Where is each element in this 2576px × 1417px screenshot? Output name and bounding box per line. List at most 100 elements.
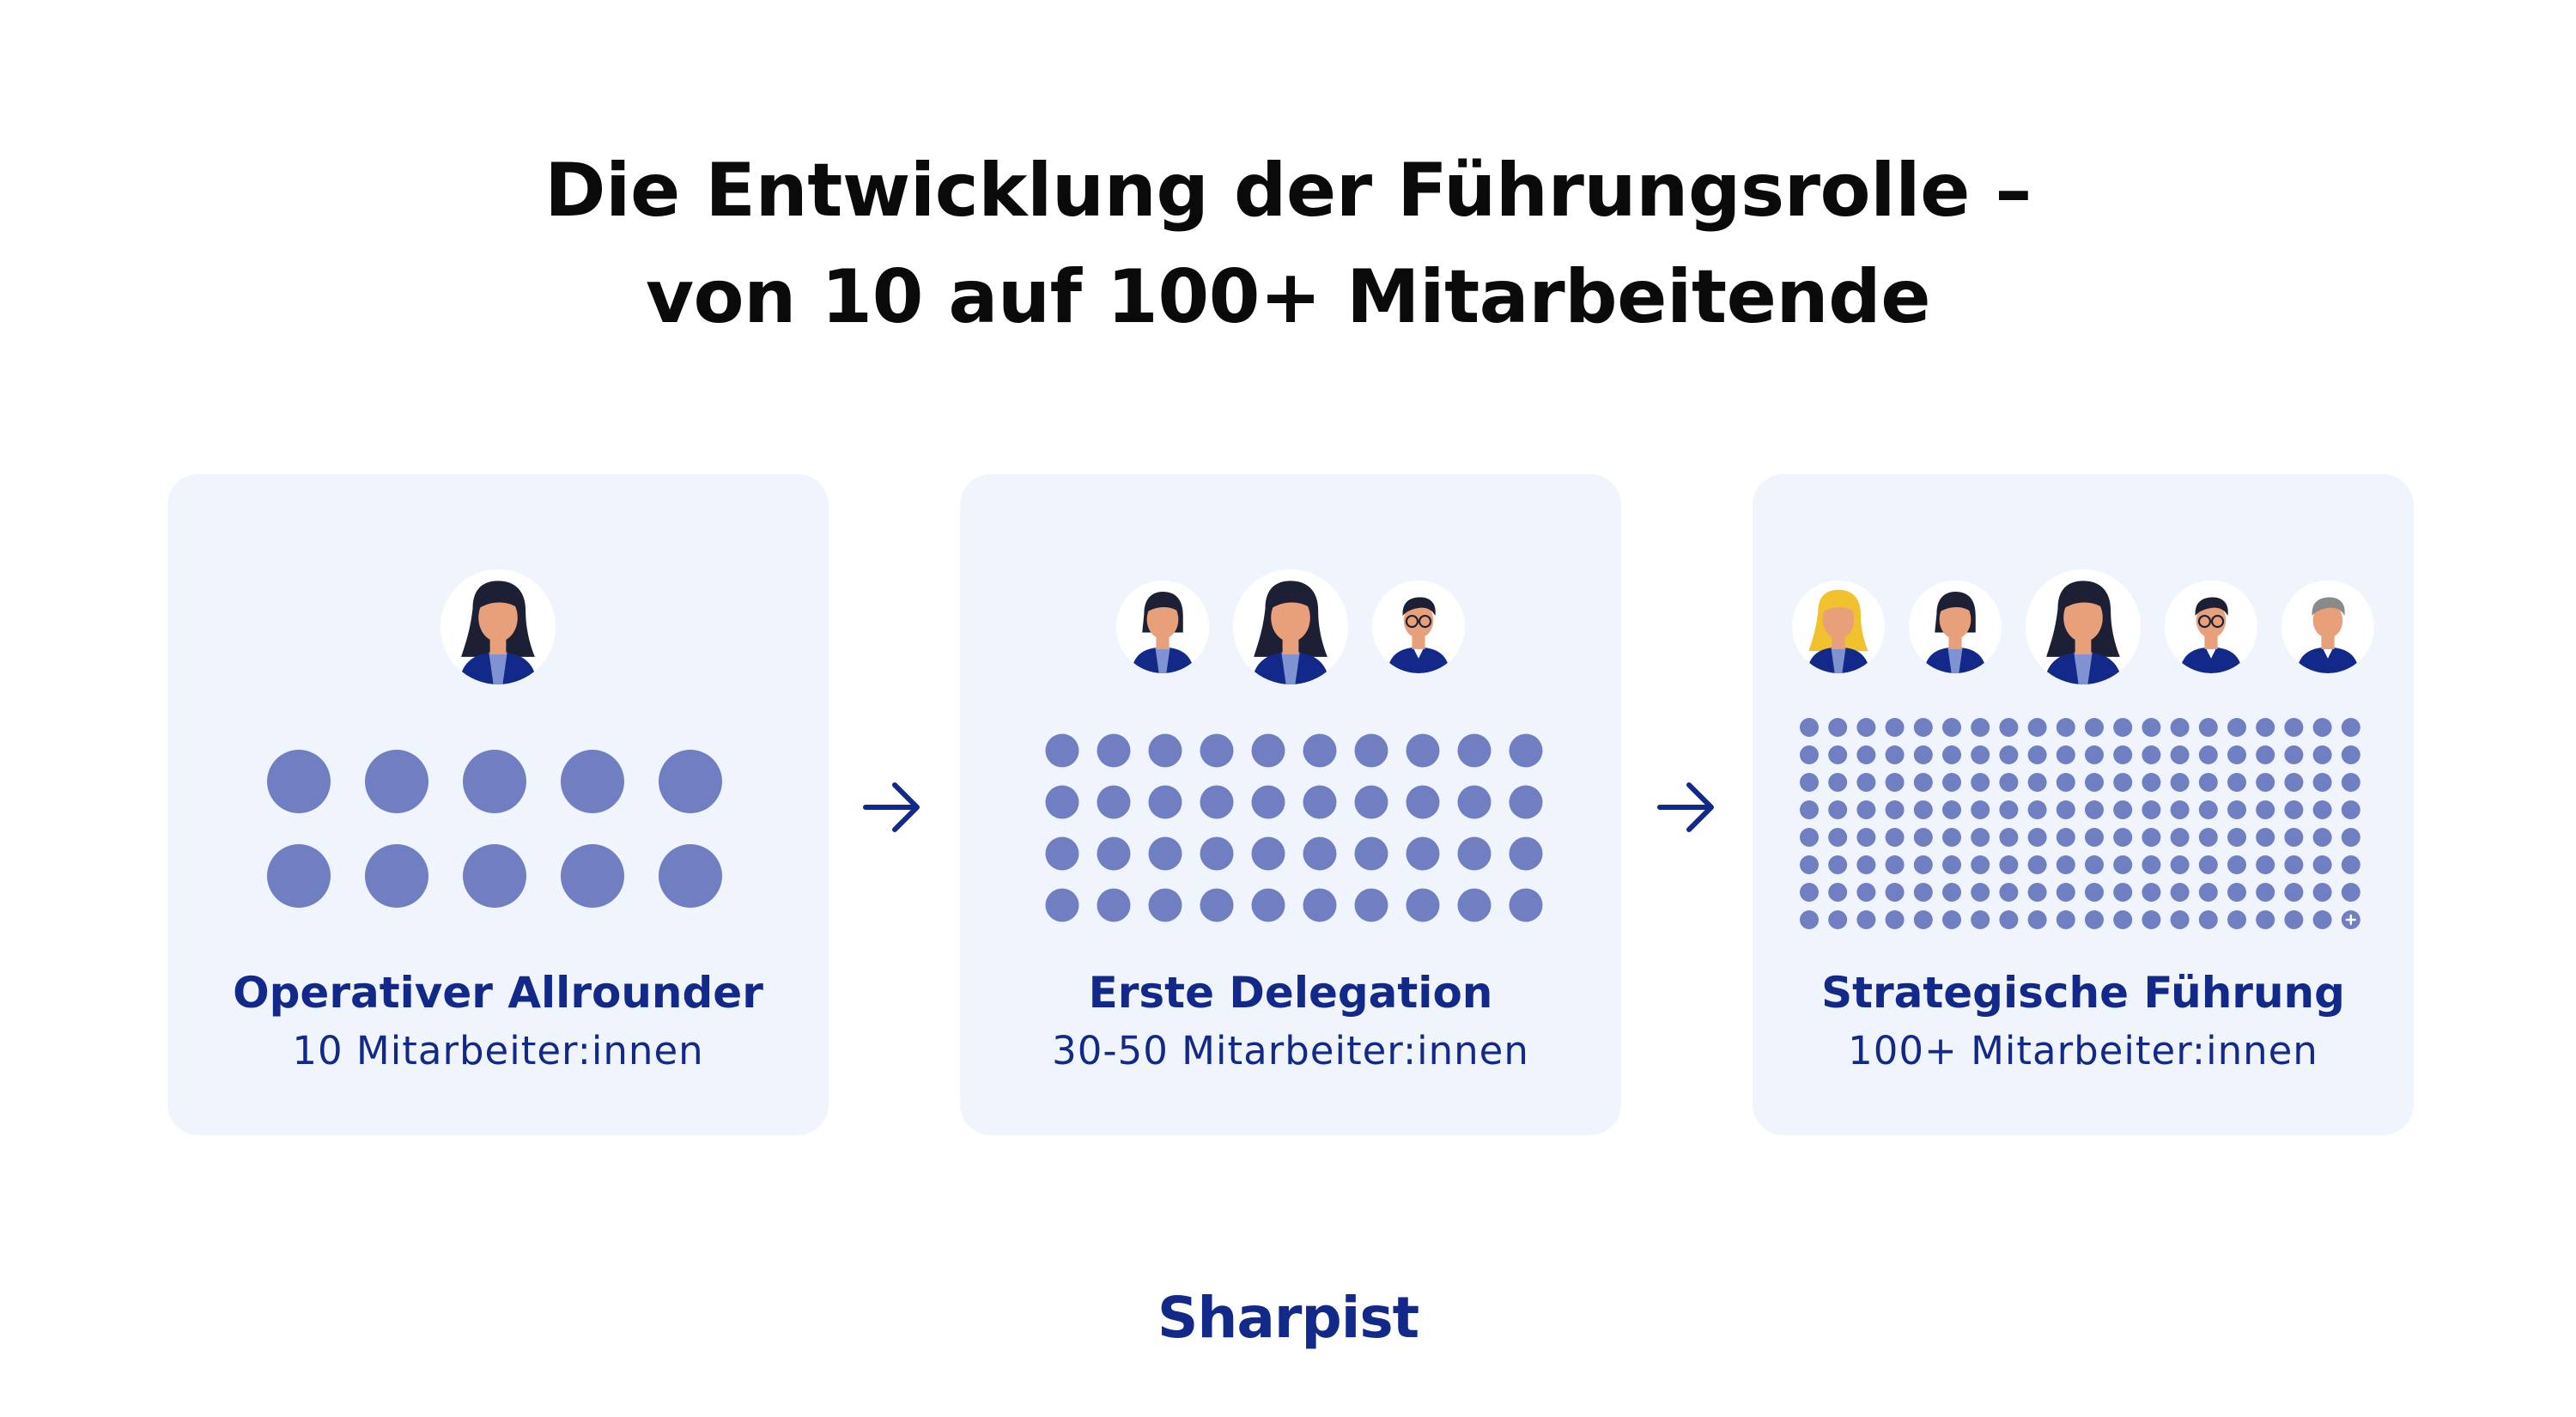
woman-bob-avatar-icon	[1909, 581, 2002, 673]
employee-dot	[2113, 800, 2133, 819]
employee-dot	[2113, 883, 2133, 902]
employee-dot	[1913, 800, 1933, 819]
employee-dot	[2085, 855, 2104, 874]
employee-dot	[2227, 718, 2246, 737]
more-employees-plus-icon	[2341, 910, 2360, 929]
employee-dot	[1999, 800, 2019, 819]
employee-dot	[1457, 785, 1492, 819]
woman-dark-avatar-icon	[440, 569, 556, 684]
employee-dot	[1303, 888, 1337, 922]
employee-dot	[2341, 855, 2360, 874]
employee-dot	[1856, 718, 1876, 737]
employee-dot	[1885, 883, 1905, 902]
employee-dot	[2256, 773, 2275, 792]
employee-dot	[1999, 910, 2019, 929]
employee-dot	[1828, 910, 1848, 929]
employee-dot	[2170, 828, 2190, 847]
employee-dot	[2170, 910, 2190, 929]
employee-dot	[2198, 718, 2218, 737]
employee-dot	[1200, 888, 1234, 922]
man-glasses-avatar-icon	[1372, 581, 1465, 673]
employee-dot	[2056, 800, 2075, 819]
employee-dot	[1913, 883, 1933, 902]
employee-dot	[2341, 800, 2360, 819]
employee-dot	[2227, 745, 2246, 764]
employee-dot	[1971, 800, 1990, 819]
man-gray-avatar-icon	[2281, 581, 2374, 673]
employee-dot	[2256, 828, 2275, 847]
employee-dot	[2256, 883, 2275, 902]
employee-dot	[1971, 855, 1990, 874]
employee-dot	[1457, 733, 1492, 768]
employee-dot	[2341, 883, 2360, 902]
employee-dot	[1971, 883, 1990, 902]
title-line-2: von 10 auf 100+ Mitarbeitende	[645, 254, 1931, 340]
employee-dot	[2027, 800, 2047, 819]
employee-dot	[1942, 718, 1961, 737]
employee-dot	[2284, 718, 2304, 737]
employee-dot	[1942, 828, 1961, 847]
sharpist-logo: Sharpist	[1157, 1285, 1419, 1351]
employee-dot	[2170, 883, 2190, 902]
employee-dot	[1800, 745, 1819, 764]
employee-dot	[1856, 828, 1876, 847]
employee-dot	[2142, 773, 2161, 792]
employee-dot	[659, 844, 722, 908]
employee-dot	[2056, 718, 2075, 737]
employee-dots-grid	[1045, 733, 1543, 922]
employee-dot	[267, 844, 331, 908]
employee-dot	[2027, 828, 2047, 847]
employee-dot	[1942, 910, 1961, 929]
woman-dark-avatar-icon	[1233, 569, 1348, 684]
employee-dot	[2027, 773, 2047, 792]
leaders-row	[1753, 567, 2414, 687]
man-glasses-avatar-icon	[2165, 581, 2257, 673]
employee-dot	[1885, 800, 1905, 819]
employee-dot	[2312, 910, 2332, 929]
employee-dot	[1828, 828, 1848, 847]
employee-dot	[1800, 800, 1819, 819]
employee-dot	[463, 844, 526, 908]
employee-dot	[1251, 785, 1285, 819]
employee-dot	[561, 750, 624, 813]
employee-dot	[1200, 733, 1234, 768]
stage-card-operativer-allrounder: Operativer Allrounder 10 Mitarbeiter:inn…	[167, 474, 829, 1135]
arrow-right-icon	[863, 782, 920, 832]
woman-dark-avatar-icon	[2026, 569, 2141, 684]
employee-dot	[1148, 836, 1182, 871]
employee-dot	[1045, 836, 1079, 871]
employee-dot	[2142, 718, 2161, 737]
employee-dot	[2312, 718, 2332, 737]
employee-dot	[2085, 828, 2104, 847]
employee-dot	[1800, 855, 1819, 874]
employee-dot	[2027, 745, 2047, 764]
employee-dot	[2142, 828, 2161, 847]
employee-dot	[1509, 836, 1543, 871]
stage-team-size: 100+ Mitarbeiter:innen	[1848, 1028, 2318, 1073]
employee-dot	[2056, 828, 2075, 847]
employee-dot	[1045, 785, 1079, 819]
employee-dot	[2170, 718, 2190, 737]
stage-label: Operativer Allrounder	[233, 968, 763, 1018]
employee-dot	[1354, 888, 1388, 922]
employee-dot	[1800, 773, 1819, 792]
employee-dot	[2312, 828, 2332, 847]
employee-dot	[2113, 718, 2133, 737]
employee-dot	[2256, 855, 2275, 874]
employee-dot	[2227, 773, 2246, 792]
employee-dot	[2085, 718, 2104, 737]
employee-dot	[2085, 800, 2104, 819]
employee-dot	[2256, 910, 2275, 929]
employee-dot	[1354, 836, 1388, 871]
employee-dot	[365, 750, 428, 813]
arrow-right-icon	[1657, 782, 1714, 832]
employee-dot	[1913, 828, 1933, 847]
employee-dot	[2312, 883, 2332, 902]
employee-dot	[1800, 828, 1819, 847]
employee-dot	[1856, 910, 1876, 929]
employee-dot	[1406, 836, 1440, 871]
employee-dot	[1097, 733, 1131, 768]
employee-dot	[1406, 888, 1440, 922]
employee-dot	[2198, 745, 2218, 764]
employee-dot	[2027, 855, 2047, 874]
